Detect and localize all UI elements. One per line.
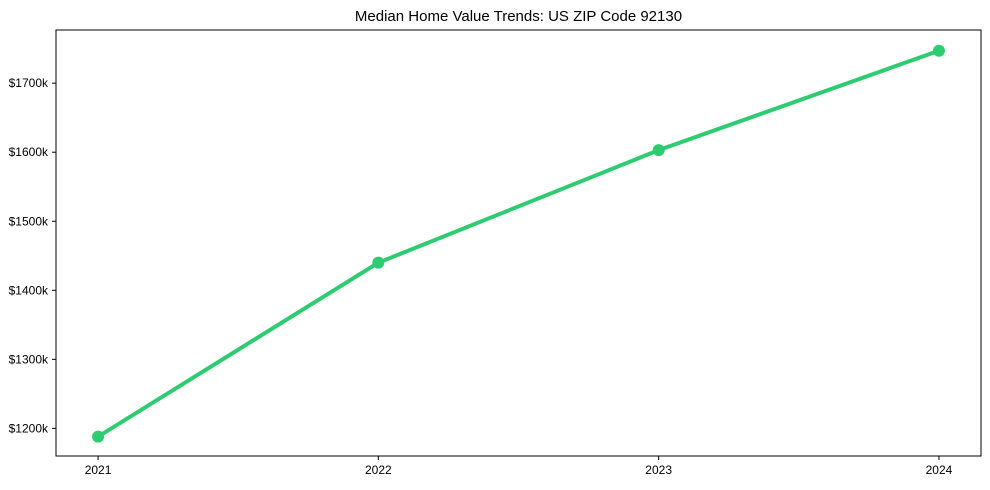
axes-spines <box>55 29 982 457</box>
x-axis-tick-label: 2024 <box>926 463 953 477</box>
y-axis-tick-label: $1300k <box>9 352 49 366</box>
y-axis-tick-label: $1700k <box>9 76 49 90</box>
y-axis-tick-label: $1600k <box>9 145 49 159</box>
data-point-marker <box>932 44 945 57</box>
x-axis-tick-label: 2021 <box>85 463 112 477</box>
trend-line <box>96 48 941 439</box>
plot-area: $1200k $1300k $1400k $1500k $1600k $1700k 2021… <box>9 29 982 477</box>
x-axis-tick-label: 2023 <box>645 463 672 477</box>
data-point-marker <box>372 256 385 269</box>
y-axis-tick-label: $1500k <box>9 214 49 228</box>
y-axis-tick-label: $1400k <box>9 283 49 297</box>
data-point-marker <box>92 430 105 443</box>
x-axis-tick-label: 2022 <box>365 463 392 477</box>
y-axis-tick-label: $1200k <box>9 421 49 435</box>
chart-title: Median Home Value Trends: US ZIP Code 92… <box>355 8 682 25</box>
data-point-marker <box>652 144 665 157</box>
